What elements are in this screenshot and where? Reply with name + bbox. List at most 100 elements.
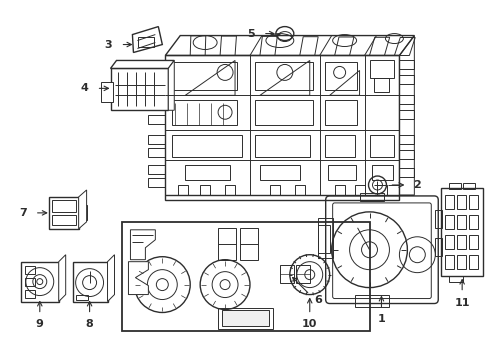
Bar [399,60,413,69]
Text: 1: 1 [377,314,385,324]
Bar [468,235,477,249]
Bar [359,193,384,201]
Polygon shape [110,60,174,68]
Bar [52,200,76,212]
Bar [369,60,394,78]
Bar [269,185,279,195]
Bar [172,100,237,125]
Bar [324,100,356,125]
Bar [25,266,35,274]
Bar [462,183,474,189]
Bar [172,62,237,90]
Bar [224,185,235,195]
Bar [79,205,86,220]
Bar [172,135,242,157]
Bar [399,150,413,159]
Bar [317,218,332,258]
Polygon shape [130,230,155,260]
Bar [21,262,59,302]
Bar [222,310,268,327]
Bar [52,215,76,225]
Bar [456,195,465,209]
Bar [218,307,272,329]
Bar [294,185,304,195]
Bar [334,185,344,195]
Text: 7: 7 [19,208,27,218]
Bar [371,165,393,180]
Bar [399,95,413,104]
Bar [254,135,309,157]
Bar [444,235,453,249]
Bar [218,228,236,260]
Bar [148,100,165,109]
Polygon shape [132,27,162,53]
Bar [49,197,79,229]
Bar [456,215,465,229]
Bar [148,66,165,75]
Bar [76,294,87,300]
Bar [25,289,35,298]
Text: 4: 4 [81,84,88,93]
Bar [25,278,35,285]
Bar [434,210,441,228]
Text: 11: 11 [453,297,469,307]
Bar [254,62,312,90]
Bar [434,238,441,256]
Bar [148,80,165,89]
Polygon shape [168,60,174,110]
Polygon shape [128,262,148,294]
Bar [148,178,165,187]
Bar [101,82,112,102]
Bar [260,165,299,180]
Text: 9: 9 [36,319,43,329]
Bar [468,255,477,269]
Bar [374,78,388,92]
Text: 3: 3 [104,40,112,50]
Bar [448,183,460,189]
Bar [399,75,413,84]
Bar [377,185,386,195]
Text: 2: 2 [413,180,420,190]
Bar [324,135,354,157]
Bar [468,215,477,229]
Bar [178,185,188,195]
Bar [317,225,329,253]
Bar [399,135,413,144]
Bar [279,265,293,283]
Bar [444,195,453,209]
Bar [456,235,465,249]
Bar [399,110,413,119]
Bar [148,115,165,124]
Bar [73,262,107,302]
Polygon shape [59,255,65,302]
Bar [444,215,453,229]
Bar [324,62,356,90]
Text: 6: 6 [313,294,321,305]
Polygon shape [79,190,86,229]
Bar [240,228,258,260]
Bar [148,135,165,144]
Bar [148,148,165,157]
Text: 10: 10 [302,319,317,329]
Text: 8: 8 [85,319,93,329]
Bar [148,165,165,174]
Bar [110,68,168,110]
Bar [354,294,388,306]
Bar [254,100,312,125]
Bar [369,135,394,157]
Bar [456,255,465,269]
Bar [138,37,154,46]
Bar [200,185,210,195]
Bar [354,185,364,195]
Bar [444,255,453,269]
Bar [327,165,355,180]
Bar [185,165,229,180]
Text: 5: 5 [246,28,254,39]
Polygon shape [107,255,114,302]
Bar [295,265,309,283]
Bar [468,195,477,209]
Bar [399,168,413,177]
Bar [165,55,399,200]
Bar [440,188,482,276]
Bar [122,222,369,332]
